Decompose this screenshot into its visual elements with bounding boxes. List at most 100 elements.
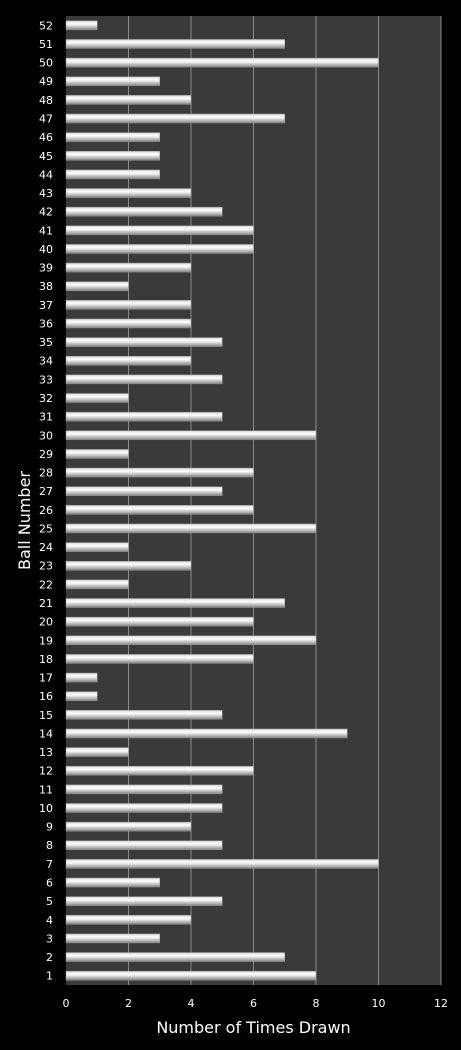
y-tick-label: 51 <box>39 38 53 51</box>
bar-ball-18 <box>65 654 254 664</box>
y-tick-label: 18 <box>39 653 53 666</box>
y-tick-label: 47 <box>39 112 53 125</box>
bar-ball-27 <box>65 486 223 496</box>
x-tick-label: 2 <box>125 997 132 1010</box>
y-tick-label: 43 <box>39 187 53 200</box>
bar-ball-43 <box>65 188 192 198</box>
y-tick-label: 30 <box>39 429 53 442</box>
bar-ball-50 <box>65 57 379 68</box>
y-tick-label: 44 <box>39 168 53 181</box>
bar-ball-31 <box>65 411 223 422</box>
y-tick-label: 52 <box>39 19 53 32</box>
bar-ball-49 <box>65 76 160 86</box>
x-tick-label: 4 <box>188 997 195 1010</box>
y-tick-label: 35 <box>39 336 53 349</box>
bar-ball-6 <box>65 877 160 888</box>
y-tick-label: 34 <box>39 355 53 368</box>
y-tick-label: 41 <box>39 224 53 237</box>
bar-ball-23 <box>65 560 192 571</box>
x-axis-tick-labels: 0 2 4 6 8 10 12 <box>63 997 449 1010</box>
bar-ball-14 <box>65 728 348 739</box>
bar-ball-28 <box>65 467 254 478</box>
y-tick-label: 11 <box>39 783 53 796</box>
bar-ball-15 <box>65 710 223 720</box>
x-tick-label: 10 <box>372 997 386 1010</box>
y-tick-label: 31 <box>39 411 53 424</box>
bar-ball-11 <box>65 784 223 795</box>
y-tick-label: 8 <box>46 839 53 852</box>
y-tick-label: 22 <box>39 578 53 591</box>
y-tick-label: 42 <box>39 206 53 219</box>
y-tick-label: 7 <box>46 858 53 871</box>
y-tick-label: 21 <box>39 597 53 610</box>
bar-ball-8 <box>65 840 223 850</box>
bar-ball-7 <box>65 859 379 869</box>
y-tick-label: 28 <box>39 467 53 480</box>
y-tick-label: 26 <box>39 504 53 517</box>
y-tick-label: 4 <box>46 914 53 927</box>
y-tick-label: 23 <box>39 560 53 573</box>
y-tick-label: 45 <box>39 150 53 163</box>
bar-ball-36 <box>65 318 192 329</box>
y-tick-label: 15 <box>39 709 53 722</box>
y-axis-tick-labels: 1234567891011121314151617181920212223242… <box>39 19 53 982</box>
bar-ball-5 <box>65 896 223 906</box>
y-tick-label: 20 <box>39 616 53 629</box>
bar-ball-12 <box>65 765 254 776</box>
bar-ball-13 <box>65 747 129 757</box>
bar-ball-44 <box>65 169 160 180</box>
bar-ball-51 <box>65 39 285 49</box>
y-tick-label: 36 <box>39 317 53 330</box>
y-tick-label: 40 <box>39 243 53 256</box>
bar-ball-33 <box>65 374 223 385</box>
y-tick-label: 46 <box>39 131 53 144</box>
bar-ball-46 <box>65 132 160 142</box>
x-tick-label: 12 <box>434 997 448 1010</box>
y-tick-label: 14 <box>39 727 53 740</box>
bar-ball-35 <box>65 337 223 347</box>
y-tick-label: 32 <box>39 392 53 405</box>
bar-ball-21 <box>65 598 285 608</box>
bar-ball-3 <box>65 933 160 944</box>
bar-ball-16 <box>65 691 98 701</box>
y-tick-label: 49 <box>39 75 53 88</box>
x-tick-label: 0 <box>63 997 70 1010</box>
y-tick-label: 29 <box>39 448 53 461</box>
bar-ball-25 <box>65 523 317 534</box>
bar-ball-32 <box>65 393 129 403</box>
y-tick-label: 12 <box>39 765 53 778</box>
bar-ball-39 <box>65 262 192 273</box>
y-tick-label: 24 <box>39 541 53 554</box>
x-tick-label: 8 <box>313 997 320 1010</box>
bar-ball-4 <box>65 915 192 925</box>
y-tick-label: 27 <box>39 485 53 498</box>
bar-ball-30 <box>65 430 317 441</box>
y-tick-label: 50 <box>39 57 53 70</box>
bar-ball-48 <box>65 95 192 105</box>
y-tick-label: 39 <box>39 262 53 275</box>
y-tick-label: 3 <box>46 932 53 945</box>
y-tick-label: 37 <box>39 299 53 312</box>
bar-ball-45 <box>65 151 160 161</box>
bar-ball-40 <box>65 244 254 254</box>
y-tick-label: 33 <box>39 373 53 386</box>
y-tick-label: 16 <box>39 690 53 703</box>
bar-ball-2 <box>65 952 285 962</box>
y-tick-label: 9 <box>46 821 53 834</box>
bar-ball-42 <box>65 206 223 217</box>
bar-ball-38 <box>65 281 129 291</box>
bar-ball-1 <box>65 970 317 981</box>
bar-ball-41 <box>65 225 254 236</box>
bar-ball-20 <box>65 616 254 627</box>
y-axis-title: Ball Number <box>15 471 34 570</box>
y-tick-label: 17 <box>39 672 53 685</box>
bars <box>65 20 379 981</box>
bar-ball-47 <box>65 113 285 124</box>
bar-ball-34 <box>65 355 192 366</box>
bar-ball-17 <box>65 672 98 683</box>
bar-ball-52 <box>65 20 98 31</box>
bar-ball-19 <box>65 635 317 646</box>
bar-ball-26 <box>65 505 254 515</box>
